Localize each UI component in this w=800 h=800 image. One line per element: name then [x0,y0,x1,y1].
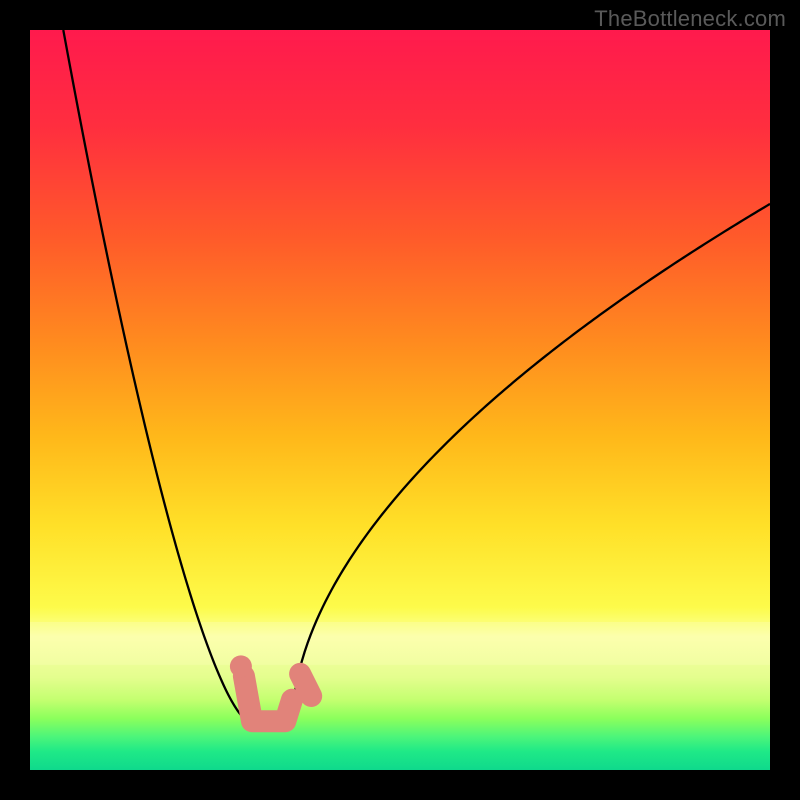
watermark-text: TheBottleneck.com [594,6,786,32]
plot-svg [30,30,770,770]
highlight-band [30,622,770,665]
marker-stub-right [300,674,311,696]
plot-area [30,30,770,770]
marker-dot-left [230,655,252,677]
